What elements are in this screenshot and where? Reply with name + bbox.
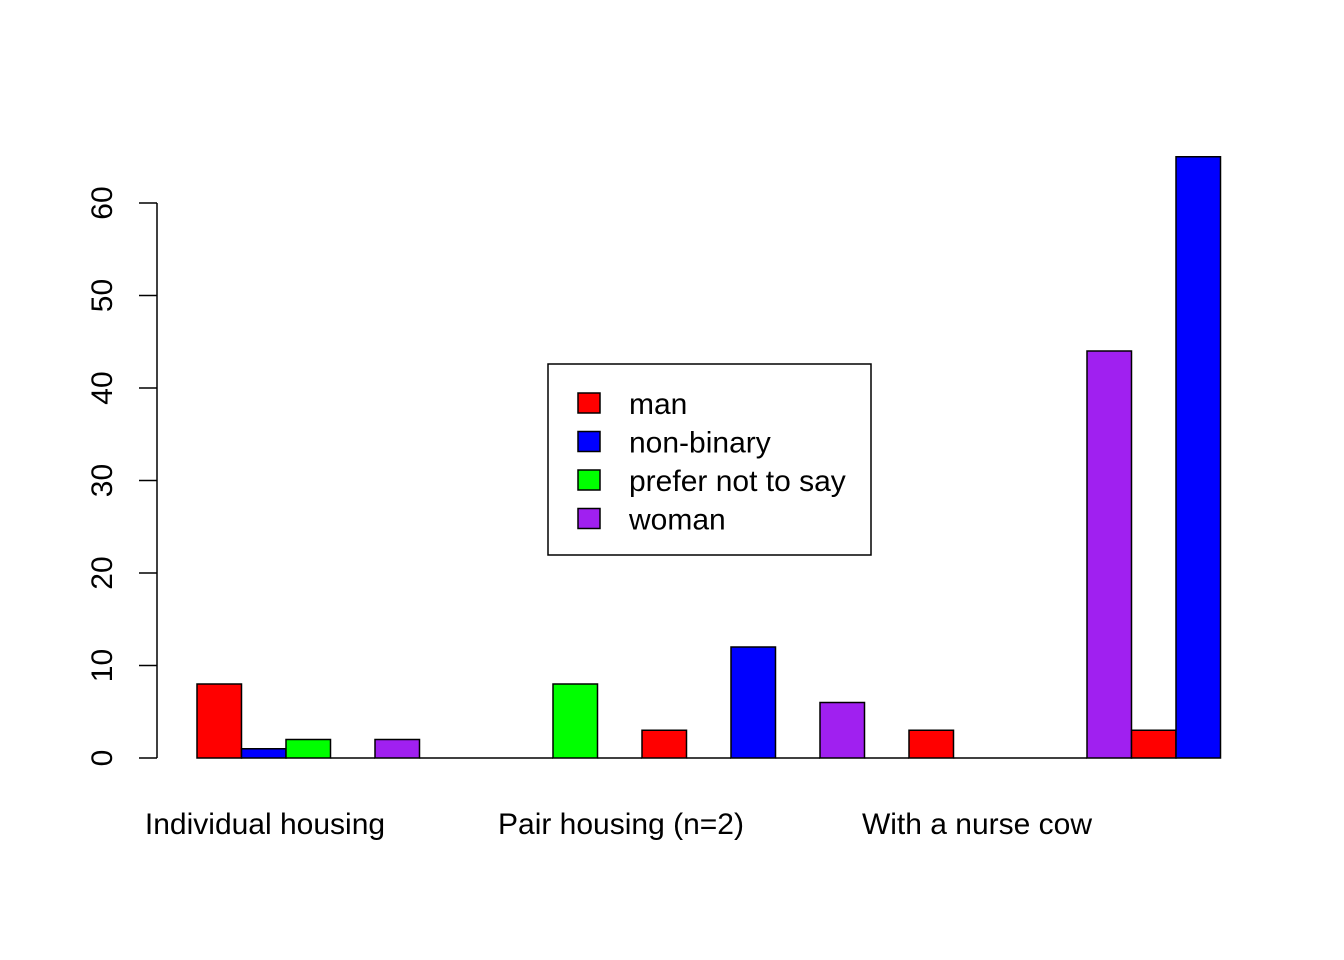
y-tick-label: 50 bbox=[86, 279, 119, 312]
y-tick-label: 40 bbox=[86, 371, 119, 404]
legend-swatch bbox=[577, 469, 601, 491]
y-tick-label: 20 bbox=[86, 556, 119, 589]
y-tick-label: 30 bbox=[86, 464, 119, 497]
y-tick-label: 60 bbox=[86, 186, 119, 219]
bar bbox=[1130, 729, 1177, 759]
legend-label: prefer not to say bbox=[629, 465, 846, 498]
legend-label: woman bbox=[628, 504, 726, 537]
legend: man non-binary prefer not to say woman bbox=[547, 363, 872, 556]
bar bbox=[196, 683, 243, 759]
x-tick-label: Pair housing (n=2) bbox=[498, 808, 744, 841]
bar bbox=[641, 729, 688, 759]
bar bbox=[908, 729, 955, 759]
bar bbox=[730, 646, 777, 759]
x-axis-labels: Individual housing Pair housing (n=2) With… bbox=[145, 808, 1092, 841]
bar bbox=[552, 683, 599, 759]
y-axis: 0 10 20 30 40 50 60 bbox=[86, 186, 158, 767]
legend-swatch bbox=[577, 507, 601, 530]
legend-label: non-binary bbox=[629, 427, 771, 460]
x-tick-label: Individual housing bbox=[145, 808, 385, 841]
bar bbox=[285, 738, 332, 759]
bar bbox=[1086, 350, 1133, 759]
y-tick-label: 10 bbox=[86, 649, 119, 682]
bar bbox=[1175, 156, 1222, 759]
bar bbox=[240, 748, 287, 759]
legend-swatch bbox=[577, 392, 601, 414]
bar bbox=[374, 738, 421, 759]
bars bbox=[196, 156, 1222, 759]
legend-swatch bbox=[577, 430, 601, 453]
x-tick-label: With a nurse cow bbox=[862, 808, 1092, 841]
legend-box bbox=[547, 363, 872, 556]
legend-label: man bbox=[629, 388, 687, 421]
bar bbox=[819, 701, 866, 759]
y-tick-label: 0 bbox=[86, 750, 119, 767]
